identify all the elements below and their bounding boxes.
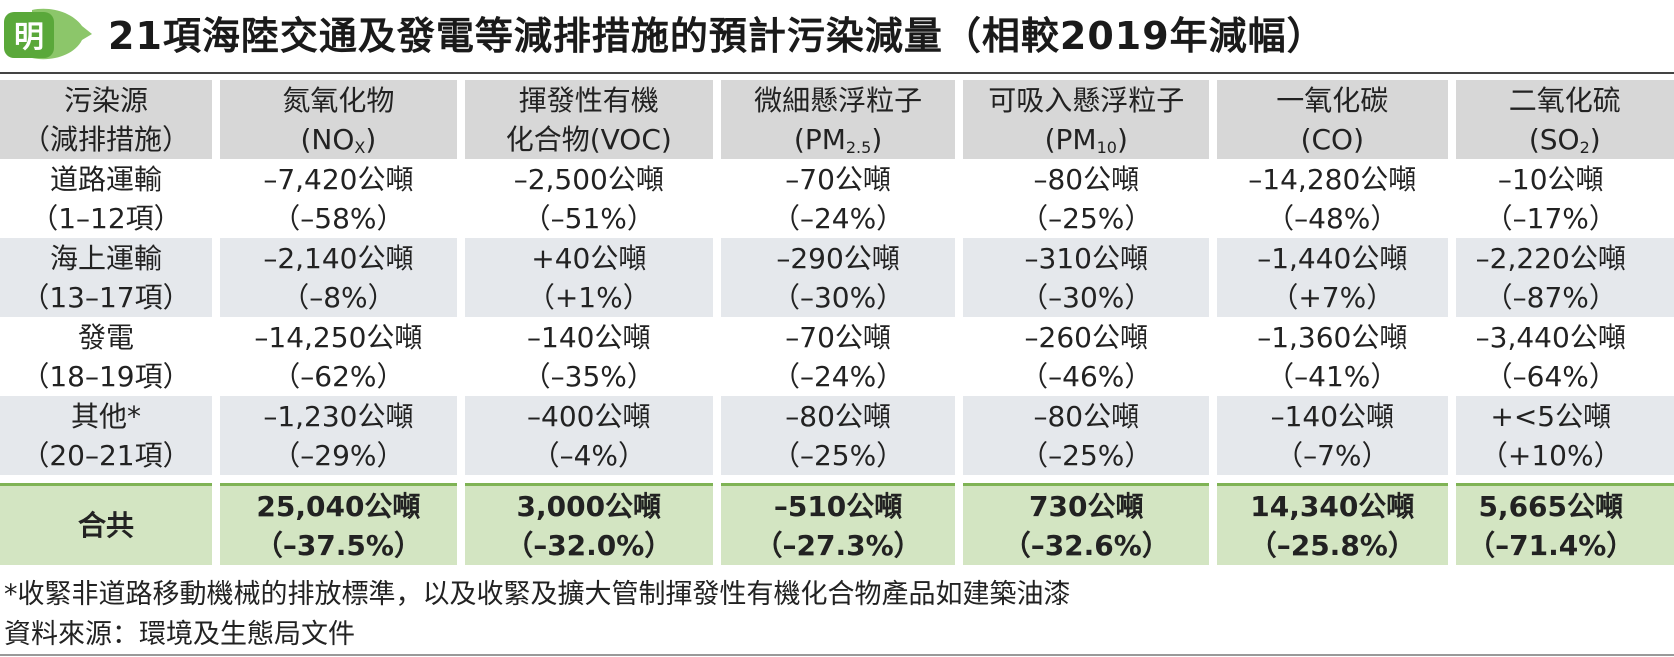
total-label: 合共: [0, 483, 212, 565]
table-cell: –2,500公噸 （–51%）: [464, 159, 713, 238]
footnotes: *收緊非道路移動機械的排放標準，以及收緊及擴大管制揮發性有機化合物產品如建築油漆…: [4, 575, 1071, 655]
column-header-nox: 氮氧化物 (NOX): [219, 80, 457, 159]
table-cell: –80公噸 （–25%）: [963, 159, 1210, 238]
title-divider: [0, 72, 1674, 74]
total-cell: 25,040公噸 （–37.5%）: [219, 483, 457, 565]
total-cell: 730公噸 （–32.6%）: [963, 483, 1210, 565]
column-header-pm25: 微細懸浮粒子 (PM2.5): [720, 80, 956, 159]
table-row: 海上運輸 （13–17項） –2,140公噸 （–8%） +40公噸 （+1%） –2…: [0, 238, 1674, 317]
total-row: 合共 25,040公噸 （–37.5%） 3,000公噸 （–32.0%） –510…: [0, 483, 1674, 565]
column-header-co: 一氧化碳 (CO): [1217, 80, 1448, 159]
table-cell: –260公噸 （–46%）: [963, 317, 1210, 396]
header-row: 污染源 （減排措施） 氮氧化物 (NOX) 揮發性有機 化合物(VOC) 微細懸浮粒…: [0, 80, 1674, 159]
table-cell: –140公噸 （–7%）: [1217, 396, 1448, 475]
table-cell: –2,220公噸 （–87%）: [1455, 238, 1674, 317]
source-note: 資料來源：環境及生態局文件: [4, 619, 355, 650]
bottom-divider: [0, 654, 1674, 656]
table-cell: –14,250公噸 （–62%）: [219, 317, 457, 396]
table-row: 發電 （18–19項） –14,250公噸 （–62%） –140公噸 （–35%） …: [0, 317, 1674, 396]
total-cell: 14,340公噸 （–25.8%）: [1217, 483, 1448, 565]
table-row: 道路運輸 （1–12項） –7,420公噸 （–58%） –2,500公噸 （–51%…: [0, 159, 1674, 238]
row-source-label: 道路運輸 （1–12項）: [0, 159, 212, 238]
table-cell: –2,140公噸 （–8%）: [219, 238, 457, 317]
header: 明 21項海陸交通及發電等減排措施的預計污染減量（相較2019年減幅）: [0, 0, 1674, 72]
table-cell: –14,280公噸 （–48%）: [1217, 159, 1448, 238]
table-cell: –3,440公噸 （–64%）: [1455, 317, 1674, 396]
total-cell: –510公噸 （–27.3%）: [720, 483, 956, 565]
table-cell: –1,440公噸 （+7%）: [1217, 238, 1448, 317]
footnote: *收緊非道路移動機械的排放標準，以及收緊及擴大管制揮發性有機化合物產品如建築油漆: [4, 579, 1071, 610]
emission-reduction-table: 污染源 （減排措施） 氮氧化物 (NOX) 揮發性有機 化合物(VOC) 微細懸浮粒…: [0, 80, 1674, 565]
table-cell: –7,420公噸 （–58%）: [219, 159, 457, 238]
logo-character: 明: [14, 20, 44, 55]
table-row: 其他* （20–21項） –1,230公噸 （–29%） –400公噸 （–4%） –…: [0, 396, 1674, 475]
column-header-source: 污染源 （減排措施）: [0, 80, 212, 159]
column-header-voc: 揮發性有機 化合物(VOC): [464, 80, 713, 159]
table-cell: –10公噸 （–17%）: [1455, 159, 1674, 238]
page-title: 21項海陸交通及發電等減排措施的預計污染減量（相較2019年減幅）: [108, 14, 1326, 58]
table-cell: +40公噸 （+1%）: [464, 238, 713, 317]
row-source-label: 海上運輸 （13–17項）: [0, 238, 212, 317]
table-cell: –400公噸 （–4%）: [464, 396, 713, 475]
table-cell: –1,230公噸 （–29%）: [219, 396, 457, 475]
total-cell: 3,000公噸 （–32.0%）: [464, 483, 713, 565]
table-cell: –80公噸 （–25%）: [963, 396, 1210, 475]
row-source-label: 發電 （18–19項）: [0, 317, 212, 396]
table-cell: –80公噸 （–25%）: [720, 396, 956, 475]
row-source-label: 其他* （20–21項）: [0, 396, 212, 475]
table-cell: +<5公噸 （+10%）: [1455, 396, 1674, 475]
table-cell: –310公噸 （–30%）: [963, 238, 1210, 317]
total-cell: 5,665公噸 （–71.4%）: [1455, 483, 1674, 565]
table-cell: –1,360公噸 （–41%）: [1217, 317, 1448, 396]
column-header-so2: 二氧化硫 (SO2): [1455, 80, 1674, 159]
total-spacer: [0, 475, 1674, 483]
column-header-pm10: 可吸入懸浮粒子 (PM10): [963, 80, 1210, 159]
table-cell: –140公噸 （–35%）: [464, 317, 713, 396]
table-cell: –70公噸 （–24%）: [720, 159, 956, 238]
table-cell: –70公噸 （–24%）: [720, 317, 956, 396]
table-cell: –290公噸 （–30%）: [720, 238, 956, 317]
ming-pao-logo-icon: 明: [4, 8, 92, 60]
